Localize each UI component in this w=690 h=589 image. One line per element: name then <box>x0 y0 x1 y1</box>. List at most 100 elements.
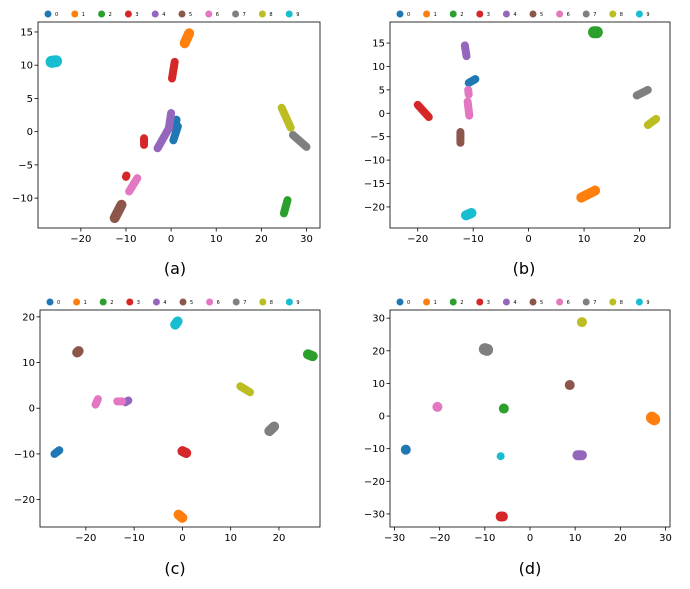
legend-label-6: 6 <box>216 12 219 18</box>
y-tick-label: 0 <box>29 404 35 415</box>
x-tick-label: 0 <box>527 533 533 544</box>
cluster-3 <box>413 100 433 122</box>
y-tick-label: 30 <box>372 314 385 325</box>
legend-label-3: 3 <box>487 300 490 306</box>
legend-marker-7 <box>582 10 590 18</box>
cluster-point-group <box>478 343 494 356</box>
cluster-point-group <box>50 446 64 458</box>
plot-frame <box>389 309 671 528</box>
cluster-6 <box>91 395 127 409</box>
cluster-8 <box>236 382 254 397</box>
legend-label-1: 1 <box>434 300 437 306</box>
cluster-8 <box>277 103 295 132</box>
y-tick-label: −10 <box>12 194 33 205</box>
legend-marker-9 <box>635 298 643 306</box>
legend-marker-5 <box>178 10 186 18</box>
y-tick-label: 10 <box>20 61 33 72</box>
x-tick-label: −10 <box>115 234 136 245</box>
x-tick-label: 10 <box>578 234 591 245</box>
legend-marker-4 <box>502 10 510 18</box>
legend-label-0: 0 <box>407 12 410 18</box>
cluster-point-group <box>288 130 311 151</box>
legend-marker-1 <box>71 10 79 18</box>
cluster-point-group <box>179 28 195 49</box>
panel-caption: (a) <box>164 259 186 278</box>
y-tick-label: 20 <box>372 346 385 357</box>
y-tick-label: −5 <box>18 160 33 171</box>
cluster-point-group <box>460 41 471 61</box>
x-tick-label: 10 <box>569 533 582 544</box>
cluster-1 <box>179 28 195 49</box>
cluster-point-group <box>72 346 84 358</box>
legend-label-1: 1 <box>434 12 437 18</box>
legend-label-7: 7 <box>243 300 246 306</box>
legend-marker-5 <box>179 298 187 306</box>
legend-label-3: 3 <box>487 12 490 18</box>
legend-label-7: 7 <box>243 12 246 18</box>
y-tick-label: −20 <box>364 477 385 488</box>
x-tick-label: −10 <box>124 533 145 544</box>
cluster-7 <box>478 343 494 356</box>
legend-marker-9 <box>635 10 643 18</box>
cluster-point-group <box>277 103 295 132</box>
legend-marker-6 <box>206 298 214 306</box>
legend-label-2: 2 <box>109 12 112 18</box>
cluster-0 <box>464 75 480 87</box>
cluster-point-group <box>109 199 127 224</box>
cluster-1 <box>576 185 601 203</box>
cluster-point-group <box>170 115 181 133</box>
cluster-9 <box>170 316 183 330</box>
x-tick-label: 30 <box>300 234 313 245</box>
y-tick-label: −20 <box>14 495 35 506</box>
legend-label-8: 8 <box>270 300 273 306</box>
cluster-point-group <box>413 100 433 122</box>
legend-marker-6 <box>205 10 213 18</box>
legend-marker-2 <box>99 298 107 306</box>
legend-marker-0 <box>46 298 54 306</box>
legend-marker-3 <box>124 10 132 18</box>
legend-label-7: 7 <box>593 12 596 18</box>
cluster-6 <box>463 85 474 120</box>
cluster-1 <box>173 509 188 523</box>
x-tick-label: 0 <box>525 234 531 245</box>
legend-marker-4 <box>151 10 159 18</box>
legend-marker-5 <box>529 10 537 18</box>
cluster-9 <box>45 55 63 68</box>
panel-caption: (d) <box>519 559 542 578</box>
legend: 0 1 2 3 4 5 6 7 8 9 <box>44 10 299 18</box>
cluster-point-group <box>236 382 254 397</box>
legend-marker-2 <box>98 10 106 18</box>
cluster-point-group <box>177 446 192 458</box>
legend-marker-3 <box>126 298 134 306</box>
y-tick-label: 5 <box>379 85 385 96</box>
cluster-1 <box>645 411 661 426</box>
legend-label-4: 4 <box>163 300 166 306</box>
legend-label-9: 9 <box>296 12 299 18</box>
legend-marker-8 <box>258 10 266 18</box>
cluster-point-group <box>279 196 292 218</box>
legend-label-4: 4 <box>513 300 516 306</box>
legend-marker-8 <box>609 298 617 306</box>
y-tick-label: −10 <box>364 444 385 455</box>
x-tick-label: −30 <box>384 533 405 544</box>
legend-marker-7 <box>232 298 240 306</box>
cluster-point-group <box>45 55 63 68</box>
cluster-point-group <box>173 509 188 523</box>
legend-marker-0 <box>396 298 404 306</box>
legend-label-4: 4 <box>513 12 516 18</box>
legend-label-0: 0 <box>57 300 60 306</box>
y-tick-label: −5 <box>370 132 385 143</box>
legend-marker-7 <box>582 298 590 306</box>
legend-label-5: 5 <box>190 300 193 306</box>
legend-label-9: 9 <box>646 12 649 18</box>
cluster-3 <box>177 446 192 458</box>
legend-label-5: 5 <box>189 12 192 18</box>
panel-1: −20 −10 0 10 20 −20 −15 −10 −5 0 5 10 15 0 1 2 3 4 5 6 7 8 9 (b… <box>364 10 671 278</box>
legend-marker-5 <box>529 298 537 306</box>
legend-marker-1 <box>423 10 431 18</box>
x-tick-label: 30 <box>659 533 672 544</box>
legend: 0 1 2 3 4 5 6 7 8 9 <box>46 298 300 306</box>
legend-marker-0 <box>396 10 404 18</box>
legend-label-2: 2 <box>110 300 113 306</box>
x-tick-label: −20 <box>75 533 96 544</box>
